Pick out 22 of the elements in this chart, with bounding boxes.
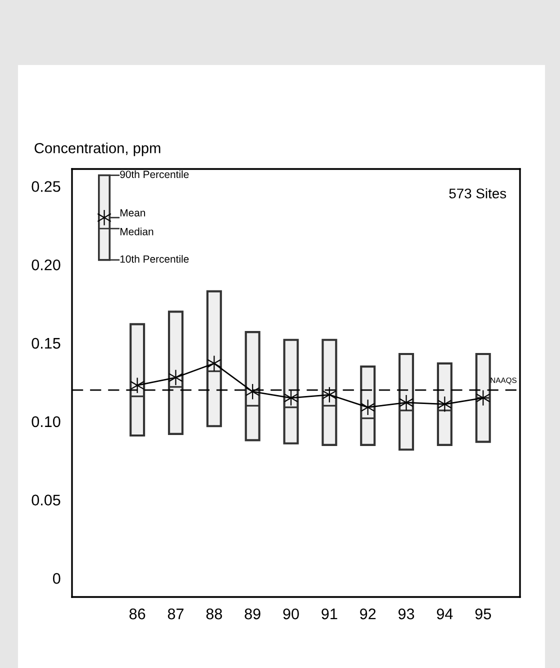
x-tick-label: 86 <box>129 608 146 620</box>
x-tick-label: 87 <box>168 608 184 620</box>
x-tick-label: 94 <box>436 608 453 620</box>
y-tick-label: 0.15 <box>32 338 60 349</box>
annotation: 573 Sites <box>449 188 506 198</box>
annotation: Mean <box>120 209 146 216</box>
x-tick-label: 88 <box>206 608 222 620</box>
x-tick-label: 95 <box>475 608 491 620</box>
annotation: 10th Percentile <box>120 255 189 263</box>
y-axis-title: Concentration, ppm <box>34 142 160 156</box>
y-tick-label: 0.05 <box>32 494 60 506</box>
y-tick-label: 0.10 <box>32 416 60 428</box>
x-tick-label: 92 <box>360 608 376 620</box>
y-tick-label: 0.20 <box>32 260 60 270</box>
x-tick-label: 93 <box>398 608 414 620</box>
x-tick-label: 91 <box>322 608 338 620</box>
x-tick-label: 90 <box>283 608 299 620</box>
y-tick-label: 0 <box>52 573 60 584</box>
annotation: 90th Percentile <box>120 170 189 178</box>
y-tick-label: 0.25 <box>32 181 60 192</box>
annotation: Median <box>120 228 154 236</box>
x-tick-label: 89 <box>244 608 260 620</box>
